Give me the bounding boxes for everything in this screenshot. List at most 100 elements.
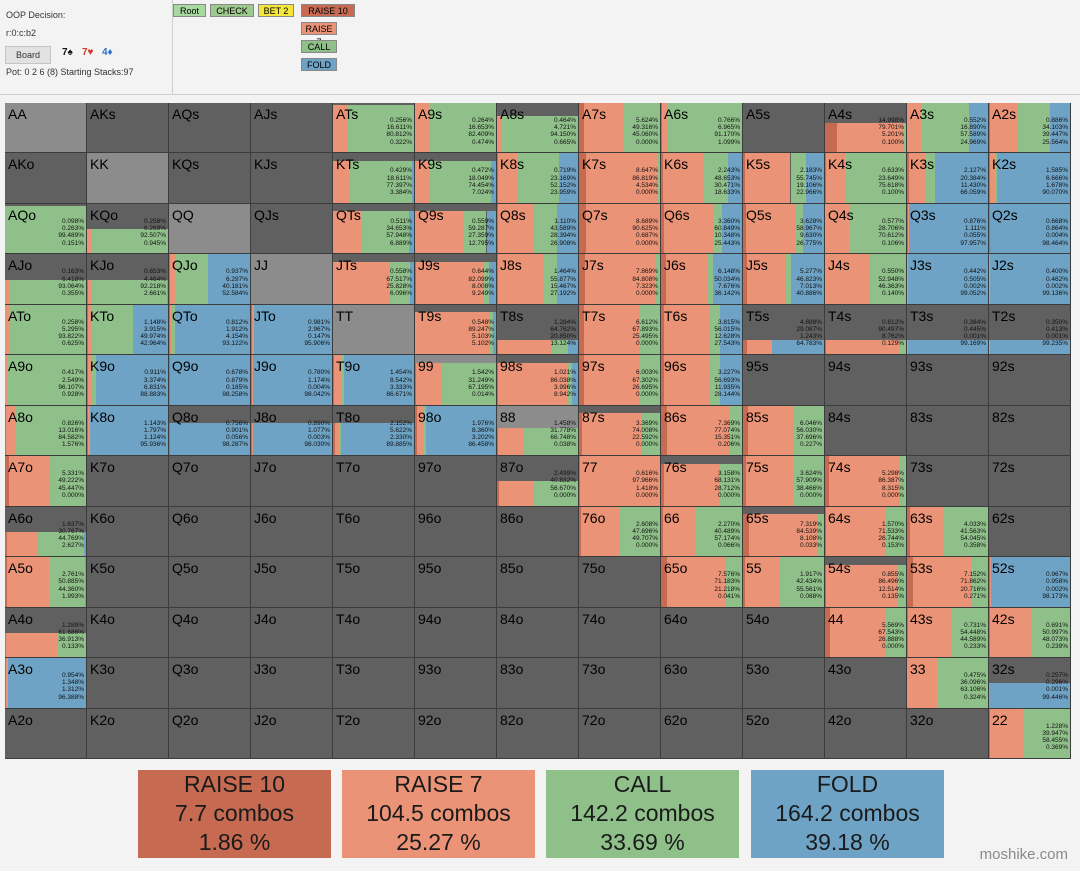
hand-cell-74s[interactable]: 74s 5.298% 86.387% 8.315% 0.000% (825, 456, 907, 507)
hand-cell-A8o[interactable]: A8o 0.826% 13.016% 84.582% 1.576% (5, 405, 87, 457)
hand-cell-A3o[interactable]: A3o 0.954% 1.348% 1.312% 96.388% (5, 658, 87, 709)
hand-cell-64o[interactable]: 64o (661, 607, 743, 659)
hand-cell-A4s[interactable]: A4s 14.998% 79.701% 5.201% 0.100% (825, 103, 907, 154)
hand-cell-88[interactable]: 88 1.458% 31.778% 66.748% 0.038% (497, 405, 579, 457)
hand-cell-44[interactable]: 44 5.569% 67.543% 26.888% 0.000% (825, 607, 907, 659)
hand-cell-Q8s[interactable]: Q8s 1.110% 43.589% 28.394% 26.908% (497, 203, 579, 255)
hand-cell-J7s[interactable]: J7s 7.869% 84.808% 7.323% 0.000% (579, 254, 661, 305)
hand-cell-QJs[interactable]: QJs (251, 203, 333, 255)
hand-cell-KTs[interactable]: KTs 0.429% 18.611% 77.397% 3.384% (333, 153, 415, 204)
hand-cell-96o[interactable]: 96o (415, 506, 497, 558)
hand-cell-AA[interactable]: AA (5, 103, 87, 154)
hand-cell-Q5s[interactable]: Q5s 3.628% 58.967% 9.630% 26.775% (743, 203, 825, 255)
hand-cell-Q3o[interactable]: Q3o (169, 658, 251, 709)
hand-cell-T3o[interactable]: T3o (333, 658, 415, 709)
hand-cell-KQs[interactable]: KQs (169, 153, 251, 204)
hand-cell-54s[interactable]: 54s 0.855% 86.496% 12.514% 0.135% (825, 557, 907, 608)
hand-cell-J8o[interactable]: J8o 0.890% 1.077% 0.003% 98.030% (251, 405, 333, 457)
hand-cell-64s[interactable]: 64s 1.570% 71.533% 26.744% 0.153% (825, 506, 907, 558)
hand-cell-Q6o[interactable]: Q6o (169, 506, 251, 558)
hand-cell-T8o[interactable]: T8o 2.152% 5.622% 2.330% 89.885% (333, 405, 415, 457)
hand-cell-JTs[interactable]: JTs 0.558% 67.517% 25.828% 6.096% (333, 254, 415, 305)
hand-cell-T7o[interactable]: T7o (333, 456, 415, 507)
hand-cell-T8s[interactable]: T8s 1.284% 64.762% 20.850% 13.124% (497, 304, 579, 356)
hand-cell-ATo[interactable]: ATo 0.258% 5.295% 93.822% 0.625% (5, 304, 87, 356)
hand-cell-32o[interactable]: 32o (907, 708, 989, 759)
hand-cell-87o[interactable]: 87o 2.499% 40.832% 56.670% 0.000% (497, 456, 579, 507)
hand-cell-65s[interactable]: 65s 7.319% 84.539% 8.108% 0.033% (743, 506, 825, 558)
hand-cell-AJo[interactable]: AJo 0.163% 6.418% 93.064% 0.355% (5, 254, 87, 305)
hand-cell-T6o[interactable]: T6o (333, 506, 415, 558)
hand-cell-32s[interactable]: 32s 0.257% 0.296% 0.001% 99.446% (989, 658, 1071, 709)
hand-cell-A7o[interactable]: A7o 5.331% 49.222% 45.447% 0.000% (5, 456, 87, 507)
hand-cell-A8s[interactable]: A8s 0.464% 4.721% 94.150% 0.665% (497, 103, 579, 154)
hand-cell-75s[interactable]: 75s 3.624% 57.909% 38.466% 0.000% (743, 456, 825, 507)
hand-cell-95s[interactable]: 95s (743, 355, 825, 406)
hand-cell-T3s[interactable]: T3s 0.384% 0.445% 0.001% 99.169% (907, 304, 989, 356)
hand-cell-T4o[interactable]: T4o (333, 607, 415, 659)
hand-cell-94o[interactable]: 94o (415, 607, 497, 659)
action-fold-button[interactable]: FOLD (301, 58, 337, 71)
hand-cell-AJs[interactable]: AJs (251, 103, 333, 154)
hand-cell-K6s[interactable]: K6s 2.243% 48.653% 30.471% 18.633% (661, 153, 743, 204)
hand-cell-52o[interactable]: 52o (743, 708, 825, 759)
hand-cell-43s[interactable]: 43s 0.731% 54.448% 44.589% 0.233% (907, 607, 989, 659)
hand-cell-Q9o[interactable]: Q9o 0.678% 0.879% 0.185% 98.258% (169, 355, 251, 406)
action-raise7-button[interactable]: RAISE 7 (301, 22, 337, 47)
hand-cell-A5o[interactable]: A5o 2.761% 50.885% 44.360% 1.993% (5, 557, 87, 608)
hand-cell-J3s[interactable]: J3s 0.442% 0.505% 0.002% 99.052% (907, 254, 989, 305)
hand-cell-K2o[interactable]: K2o (87, 708, 169, 759)
hand-cell-74o[interactable]: 74o (579, 607, 661, 659)
hand-cell-KJs[interactable]: KJs (251, 153, 333, 204)
hand-cell-QTo[interactable]: QTo 0.812% 1.912% 4.154% 93.122% (169, 304, 251, 356)
hand-cell-76s[interactable]: 76s 3.158% 68.131% 28.712% 0.000% (661, 456, 743, 507)
hand-cell-43o[interactable]: 43o (825, 658, 907, 709)
hand-cell-Q4o[interactable]: Q4o (169, 607, 251, 659)
hand-cell-98s[interactable]: 98s 1.021% 86.038% 3.996% 8.942% (497, 355, 579, 406)
hand-cell-55[interactable]: 55 1.917% 42.434% 55.561% 0.088% (743, 557, 825, 608)
hand-cell-K5s[interactable]: K5s 2.183% 55.745% 19.106% 22.966% (743, 153, 825, 204)
hand-cell-K4o[interactable]: K4o (87, 607, 169, 659)
hand-cell-J9s[interactable]: J9s 0.644% 82.099% 8.008% 9.249% (415, 254, 497, 305)
action-root-button[interactable]: Root (173, 4, 206, 17)
hand-cell-T7s[interactable]: T7s 6.612% 67.893% 25.495% 0.000% (579, 304, 661, 356)
hand-cell-AQs[interactable]: AQs (169, 103, 251, 154)
action-call-button[interactable]: CALL (301, 40, 337, 53)
hand-cell-T2o[interactable]: T2o (333, 708, 415, 759)
hand-cell-42s[interactable]: 42s 0.691% 50.997% 48.073% 0.239% (989, 607, 1071, 659)
hand-cell-QJo[interactable]: QJo 0.937% 6.297% 40.181% 52.584% (169, 254, 251, 305)
hand-cell-AKs[interactable]: AKs (87, 103, 169, 154)
hand-cell-J6s[interactable]: J6s 6.148% 50.034% 7.676% 36.142% (661, 254, 743, 305)
hand-cell-86s[interactable]: 86s 7.369% 77.074% 15.351% 0.206% (661, 405, 743, 457)
hand-cell-85s[interactable]: 85s 6.046% 56.030% 37.696% 0.227% (743, 405, 825, 457)
hand-cell-93o[interactable]: 93o (415, 658, 497, 709)
hand-cell-K9o[interactable]: K9o 0.911% 3.374% 6.831% 88.883% (87, 355, 169, 406)
hand-cell-83o[interactable]: 83o (497, 658, 579, 709)
hand-cell-73s[interactable]: 73s (907, 456, 989, 507)
hand-cell-QQ[interactable]: QQ (169, 203, 251, 255)
hand-cell-72o[interactable]: 72o (579, 708, 661, 759)
hand-cell-J2o[interactable]: J2o (251, 708, 333, 759)
hand-cell-Q3s[interactable]: Q3s 0.876% 1.111% 0.055% 97.957% (907, 203, 989, 255)
hand-cell-J5s[interactable]: J5s 5.277% 46.823% 7.013% 40.886% (743, 254, 825, 305)
hand-cell-K6o[interactable]: K6o (87, 506, 169, 558)
hand-cell-AQo[interactable]: AQo 0.098% 0.263% 99.489% 0.151% (5, 203, 87, 255)
hand-cell-53o[interactable]: 53o (743, 658, 825, 709)
hand-cell-K5o[interactable]: K5o (87, 557, 169, 608)
hand-cell-54o[interactable]: 54o (743, 607, 825, 659)
hand-cell-A3s[interactable]: A3s 0.552% 16.890% 57.589% 24.969% (907, 103, 989, 154)
hand-cell-A7s[interactable]: A7s 5.624% 49.316% 45.060% 0.000% (579, 103, 661, 154)
hand-cell-62o[interactable]: 62o (661, 708, 743, 759)
hand-cell-84o[interactable]: 84o (497, 607, 579, 659)
hand-cell-AKo[interactable]: AKo (5, 153, 87, 204)
hand-cell-22[interactable]: 22 1.228% 39.947% 58.455% 0.369% (989, 708, 1071, 759)
hand-cell-73o[interactable]: 73o (579, 658, 661, 709)
hand-cell-T4s[interactable]: T4s 0.612% 90.497% 8.762% 0.129% (825, 304, 907, 356)
hand-cell-66[interactable]: 66 2.270% 40.489% 57.174% 0.066% (661, 506, 743, 558)
hand-cell-86o[interactable]: 86o (497, 506, 579, 558)
hand-cell-Q5o[interactable]: Q5o (169, 557, 251, 608)
hand-cell-KTo[interactable]: KTo 1.148% 3.915% 49.974% 42.964% (87, 304, 169, 356)
hand-cell-J4s[interactable]: J4s 0.550% 52.948% 46.363% 0.140% (825, 254, 907, 305)
hand-cell-K4s[interactable]: K4s 0.633% 23.649% 75.618% 0.100% (825, 153, 907, 204)
hand-cell-JTo[interactable]: JTo 0.981% 2.967% 0.147% 95.906% (251, 304, 333, 356)
